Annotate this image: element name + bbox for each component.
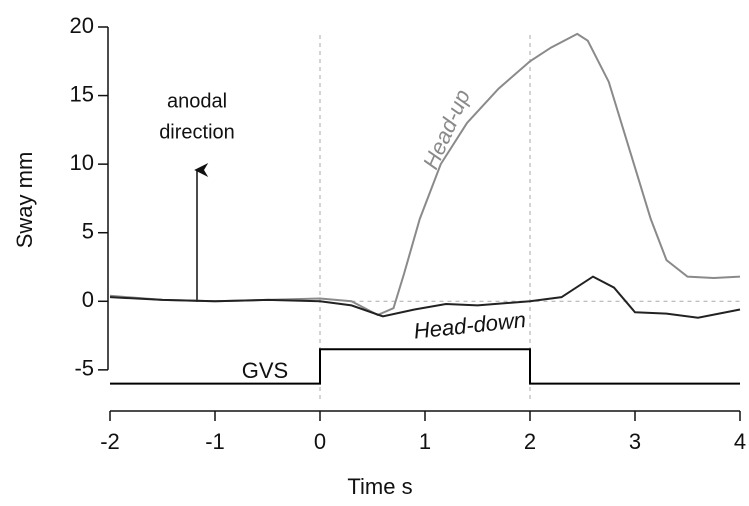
y-tick-label: 0 xyxy=(82,287,94,312)
annotation: direction xyxy=(159,121,235,143)
line xyxy=(109,32,741,317)
annotation: anodal xyxy=(167,90,227,112)
x-axis-label: Time s xyxy=(347,474,412,499)
y-axis-label: Sway mm xyxy=(12,152,37,249)
x-tick-label: 0 xyxy=(314,429,326,454)
y-tick-label: 15 xyxy=(70,81,94,106)
y-tick-label: 10 xyxy=(70,150,94,175)
annotation: GVS xyxy=(242,358,288,383)
x-tick-label: 3 xyxy=(629,429,641,454)
x-tick-label: 1 xyxy=(419,429,431,454)
series-label: Head-down xyxy=(413,307,528,344)
x-tick-label: -2 xyxy=(100,429,120,454)
line xyxy=(109,275,741,319)
x-tick-label: 2 xyxy=(524,429,536,454)
series-label: Head-up xyxy=(418,86,475,173)
x-tick-label: 4 xyxy=(734,429,746,454)
line xyxy=(110,348,740,385)
x-tick-label: -1 xyxy=(205,429,225,454)
y-tick-label: 5 xyxy=(82,219,94,244)
y-tick-label: -5 xyxy=(74,356,94,381)
y-tick-label: 20 xyxy=(70,13,94,38)
